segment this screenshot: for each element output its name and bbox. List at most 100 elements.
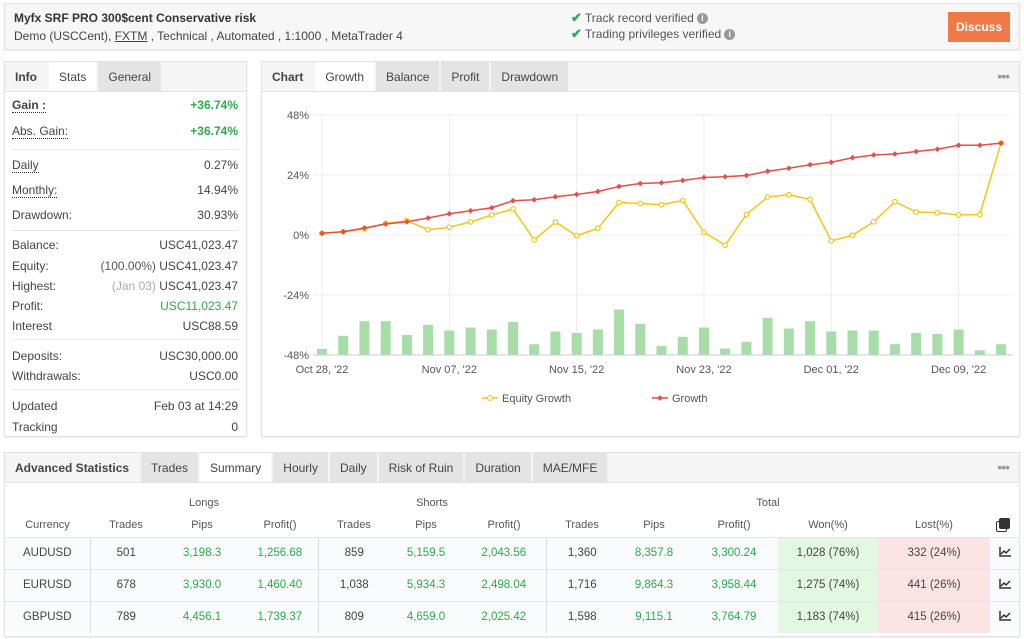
tab-chart[interactable]: Chart <box>262 62 314 91</box>
volume-bar <box>338 335 349 355</box>
growth-point <box>616 183 622 190</box>
stat-label[interactable]: Abs. Gain: <box>12 124 69 139</box>
stat-value: 14.94% <box>197 183 238 198</box>
tab-stats[interactable]: Stats <box>49 62 97 91</box>
stat-amount: USC0.00 <box>189 369 238 383</box>
column-header: Won(%) <box>808 519 848 532</box>
summary-table: Longs Shorts Total Currency Trades Pips Profi… <box>5 491 1019 633</box>
copy-cell <box>990 514 1019 537</box>
group-header-row: Longs Shorts Total <box>5 491 1019 514</box>
column-header: Profit() <box>263 519 297 532</box>
table-cell: 3,764.79 <box>690 600 778 633</box>
stat-value: USC0.00 <box>189 369 238 383</box>
info-icon[interactable]: i <box>696 12 708 24</box>
chart-panel: Chart Growth Balance Profit Drawdown •••… <box>261 61 1020 437</box>
tab-advanced-statistics[interactable]: Advanced Statistics <box>5 453 140 482</box>
growth-point <box>764 168 771 175</box>
growth-point <box>998 140 1004 146</box>
chart-link-cell[interactable] <box>990 600 1019 633</box>
discuss-button[interactable]: Discuss <box>948 12 1010 42</box>
tab-daily[interactable]: Daily <box>329 453 377 482</box>
broker-link[interactable]: FXTM <box>114 29 148 43</box>
stats-tabs: Info Stats General <box>5 62 246 92</box>
stat-label: Highest: <box>12 279 57 293</box>
column-header: Trades <box>109 519 143 532</box>
growth-point <box>510 197 516 204</box>
x-tick-label: Oct 28, '22 <box>296 364 349 376</box>
table-cell: 3,958.44 <box>690 568 778 601</box>
tab-info[interactable]: Info <box>5 62 47 91</box>
tab-growth[interactable]: Growth <box>315 62 375 91</box>
equity-point <box>934 209 941 216</box>
more-options-icon[interactable]: ••• <box>997 459 1010 475</box>
tab-mae-mfe[interactable]: MAE/MFE <box>532 453 608 482</box>
table-cell: 1,460.40 <box>242 568 318 601</box>
chart-link-cell[interactable] <box>990 536 1019 569</box>
tab-hourly[interactable]: Hourly <box>273 453 328 482</box>
equity-point <box>828 238 835 244</box>
volume-bar <box>614 309 625 355</box>
equity-point <box>955 212 962 218</box>
stat-value: 30.93% <box>197 208 238 222</box>
account-details: , Technical , Automated , 1:1000 , MetaT… <box>147 29 403 43</box>
tab-balance[interactable]: Balance <box>376 62 440 91</box>
tab-summary[interactable]: Summary <box>199 453 272 482</box>
growth-point <box>870 152 877 158</box>
copy-icon[interactable] <box>999 518 1010 530</box>
stat-label: Profit: <box>12 299 44 313</box>
volume-bar <box>847 330 858 355</box>
stat-label[interactable]: Daily <box>12 158 39 173</box>
tab-duration[interactable]: Duration <box>465 453 531 482</box>
legend-item[interactable]: Growth <box>672 393 707 405</box>
volume-bar <box>783 328 794 355</box>
column-header: Pips <box>643 519 665 532</box>
stat-row: Tracking 0 <box>12 420 238 434</box>
stat-value: Feb 03 at 14:29 <box>154 399 238 413</box>
divider <box>12 149 238 150</box>
table-cell: 3,930.0 <box>162 568 242 601</box>
stat-row: Monthly: 14.94% <box>12 183 238 198</box>
volume-bar <box>380 321 391 355</box>
tab-profit[interactable]: Profit <box>441 62 490 91</box>
table-cell: 1,038 <box>317 568 390 601</box>
equity-point <box>764 194 771 200</box>
column-header: Lost(%) <box>915 519 953 532</box>
growth-point <box>361 225 368 231</box>
stat-row: Balance: USC41,023.47 <box>12 238 238 252</box>
stat-row: Gain : +36.74% <box>12 98 238 113</box>
tab-risk-of-ruin[interactable]: Risk of Ruin <box>378 453 464 482</box>
equity-point <box>552 219 559 225</box>
more-options-icon[interactable]: ••• <box>997 68 1010 84</box>
tab-general[interactable]: General <box>98 62 162 91</box>
y-tick-label: -48% <box>283 350 309 362</box>
tab-drawdown[interactable]: Drawdown <box>491 62 569 91</box>
table-cell: 332 (24%) <box>878 536 990 569</box>
stat-label[interactable]: Monthly: <box>12 183 58 198</box>
equity-point <box>807 196 813 203</box>
chart-link-cell[interactable] <box>990 568 1019 601</box>
y-tick-label: 0% <box>293 230 309 242</box>
tab-trades[interactable]: Trades <box>141 453 198 482</box>
table-cell: 1,028 (76%) <box>778 536 878 569</box>
chart-icon[interactable] <box>998 578 1011 589</box>
account-type: Demo (USCCent), <box>14 29 115 43</box>
volume-bar <box>805 321 816 355</box>
stat-row: Highest: (Jan 03) USC41,023.47 <box>12 279 238 293</box>
legend-item[interactable]: Equity Growth <box>502 393 571 405</box>
table-cell: 1,360 <box>545 536 618 569</box>
stat-amount: USC41,023.47 <box>159 279 238 293</box>
advanced-statistics-panel: Advanced Statistics Trades Summary Hourly Da… <box>4 452 1020 637</box>
volume-bar <box>401 335 412 355</box>
chart-icon[interactable] <box>998 610 1011 621</box>
table-cell: 1,716 <box>545 568 618 601</box>
chart-icon[interactable] <box>998 546 1011 557</box>
stat-note: (100.00%) <box>100 259 156 273</box>
volume-bar <box>996 344 1007 355</box>
info-icon[interactable]: i <box>724 28 736 40</box>
growth-point <box>849 154 856 161</box>
group-shorts: Shorts <box>416 496 448 509</box>
volume-bar <box>656 346 667 355</box>
stat-label[interactable]: Gain : <box>12 98 47 113</box>
equity-point <box>743 211 750 218</box>
equity-point <box>870 218 877 225</box>
